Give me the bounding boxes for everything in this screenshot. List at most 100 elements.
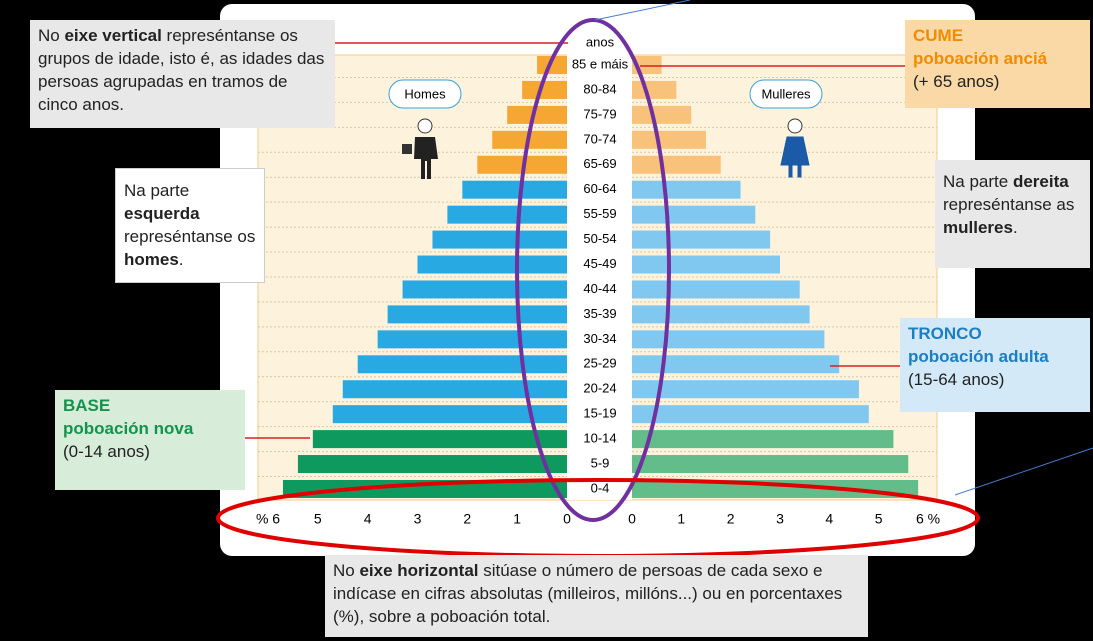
annotation: Na parte dereita represéntanse as muller… xyxy=(935,160,1090,268)
bar xyxy=(387,305,567,324)
bar xyxy=(632,455,909,474)
x-tick-label: 4 xyxy=(364,511,372,527)
x-tick-label: 5 xyxy=(314,511,322,527)
annotation-text: sitúase o número de persoas de cada sexo… xyxy=(333,561,843,626)
woman-icon xyxy=(780,118,810,178)
x-tick-label: 0 xyxy=(628,511,636,527)
bar xyxy=(332,405,567,424)
annotation: No eixe vertical represéntanse os grupos… xyxy=(30,20,335,128)
annotation-line: TRONCO xyxy=(908,324,982,343)
y-tick-label: 35-39 xyxy=(583,306,616,321)
bar xyxy=(632,355,840,374)
y-tick-label: 40-44 xyxy=(583,281,616,296)
x-tick-label: 1 xyxy=(677,511,685,527)
legend-box xyxy=(749,79,823,109)
annotation-text: represéntanse os grupos de idade, isto é… xyxy=(38,26,325,114)
bar xyxy=(632,180,741,199)
annotation-line: (15-64 anos) xyxy=(908,370,1005,389)
bar xyxy=(632,479,919,498)
bar xyxy=(632,130,706,149)
y-tick-label: 5-9 xyxy=(591,455,610,470)
head xyxy=(787,118,803,134)
bar xyxy=(432,230,567,249)
bar xyxy=(632,380,859,399)
annotation-line: CUME xyxy=(913,26,964,45)
x-tick-label: 0 xyxy=(563,511,571,527)
bar xyxy=(297,455,567,474)
annotation-text: eixe vertical xyxy=(64,26,162,45)
annotation-text: represéntanse as xyxy=(943,195,1075,214)
man-icon xyxy=(402,118,438,179)
annotation-line: poboación adulta xyxy=(908,347,1049,366)
head xyxy=(417,118,433,134)
annotation-text: homes xyxy=(124,250,179,269)
y-tick-label: 25-29 xyxy=(583,356,616,371)
highlight xyxy=(515,18,671,522)
y-axis-label: anos xyxy=(586,34,615,49)
y-tick-label: 65-69 xyxy=(583,156,616,171)
bar xyxy=(357,355,567,374)
bar xyxy=(462,180,567,199)
bar xyxy=(632,205,756,224)
bar xyxy=(537,56,567,74)
bar xyxy=(447,205,567,224)
pointer xyxy=(954,447,1093,496)
y-tick-label: 15-19 xyxy=(583,406,616,421)
body xyxy=(780,136,810,178)
bar xyxy=(632,230,771,249)
annotation-line: poboación anciá xyxy=(913,49,1048,68)
bar xyxy=(342,380,567,399)
bar xyxy=(417,255,567,274)
annotation-line: poboación nova xyxy=(63,419,194,438)
bar xyxy=(632,255,780,274)
annotation-text: mulleres xyxy=(943,218,1013,237)
x-tick-label: 4 xyxy=(825,511,833,527)
x-tick-label: 6 % xyxy=(916,511,940,527)
annotation-text: Na parte xyxy=(943,172,1013,191)
bar xyxy=(522,80,567,99)
annotation-text: represéntanse os xyxy=(124,227,256,246)
annotation-text: No xyxy=(38,26,65,45)
x-tick-label: 5 xyxy=(875,511,883,527)
bar xyxy=(632,305,810,324)
x-tick-label: 2 xyxy=(463,511,471,527)
annotation-text: . xyxy=(1012,218,1018,237)
annotation: No eixe horizontal sitúase o número de p… xyxy=(325,555,868,637)
annotation-text: esquerda xyxy=(124,204,200,223)
x-tick-label: 2 xyxy=(727,511,735,527)
annotation-line: BASE xyxy=(63,396,111,415)
legend-label: Mulleres xyxy=(761,86,811,101)
x-tick-label: 3 xyxy=(414,511,422,527)
y-tick-label: 55-59 xyxy=(583,206,616,221)
age-strip xyxy=(567,30,632,500)
y-tick-label: 80-84 xyxy=(583,81,616,96)
bar xyxy=(632,405,869,424)
y-tick-label: 30-34 xyxy=(583,331,616,346)
bar xyxy=(632,155,721,174)
bar xyxy=(632,330,825,349)
y-tick-label: 70-74 xyxy=(583,131,616,146)
annotation-text: dereita xyxy=(1012,172,1069,191)
bar xyxy=(377,330,567,349)
annotation: CUME poboación anciá (+ 65 anos) xyxy=(905,20,1090,108)
annotation-text: . xyxy=(178,250,184,269)
bar xyxy=(632,105,692,124)
y-tick-label: 60-64 xyxy=(583,181,616,196)
bar xyxy=(282,479,567,498)
pointer xyxy=(594,0,691,21)
bar xyxy=(632,80,677,99)
x-tick-label: 1 xyxy=(513,511,521,527)
annotation: Na parte esquerda represéntanse os homes… xyxy=(115,168,265,283)
annotation: BASE poboación nova (0-14 anos) xyxy=(55,390,245,490)
body xyxy=(414,137,438,179)
bar xyxy=(312,430,567,449)
x-tick-label: % 6 xyxy=(256,511,280,527)
y-tick-label: 75-79 xyxy=(583,106,616,121)
bar xyxy=(632,430,894,449)
legend-label: Homes xyxy=(404,86,446,101)
bar xyxy=(507,105,567,124)
annotation-text: eixe horizontal xyxy=(359,561,479,580)
y-tick-label: 0-4 xyxy=(591,480,610,495)
